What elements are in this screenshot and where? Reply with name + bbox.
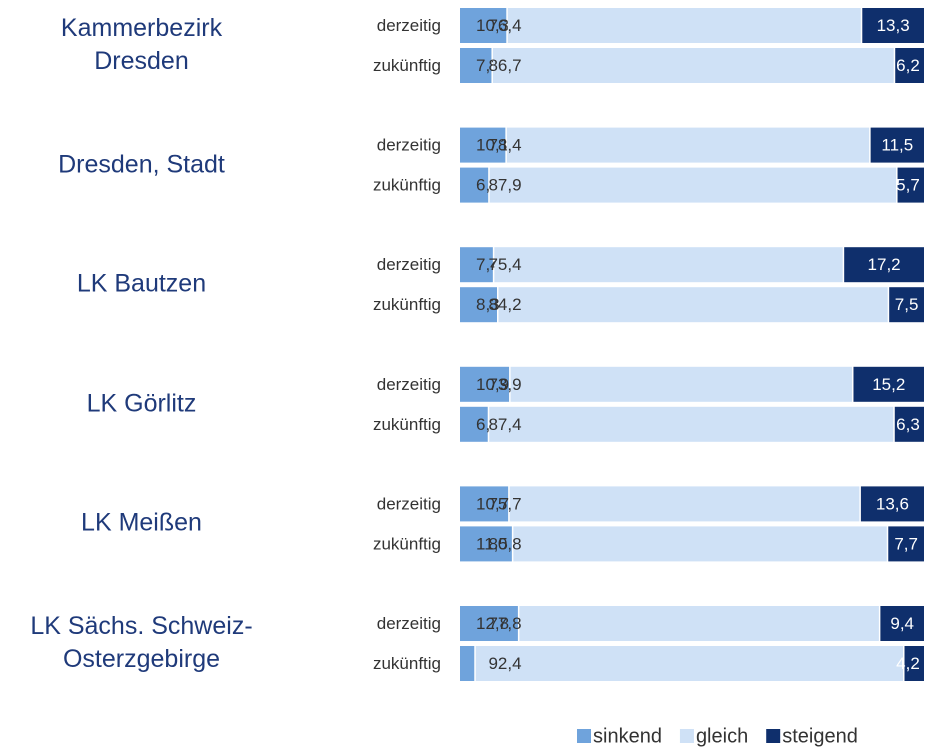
value-label: 13,3 [877, 16, 910, 35]
bar-segment [460, 406, 488, 442]
bar-segment [897, 167, 924, 203]
bar-segment [460, 486, 509, 522]
value-label: 7,4 [476, 255, 500, 274]
bar-segment [844, 247, 924, 283]
bar-segment [460, 167, 489, 203]
bar-segment [888, 526, 924, 562]
row-label: derzeitig [377, 16, 441, 35]
value-label: 5,7 [896, 176, 920, 195]
row-label: derzeitig [377, 494, 441, 513]
value-label: 10,9 [476, 375, 509, 394]
bar-segment [489, 167, 897, 203]
row-label: zukünftig [373, 176, 441, 195]
value-label: 73,9 [488, 375, 521, 394]
row-label: derzeitig [377, 255, 441, 274]
row-label: zukünftig [373, 534, 441, 553]
bar-segment [494, 247, 843, 283]
group-label: Kammerbezirk Dresden [60, 14, 223, 75]
legend-label: gleich [696, 725, 748, 747]
bar-segment [889, 287, 924, 323]
bar-segment [507, 8, 861, 43]
bar-segment [895, 48, 924, 83]
row-label: zukünftig [373, 56, 441, 75]
bar-segment [513, 526, 887, 562]
bar-segment [853, 366, 924, 402]
value-label: 9,4 [890, 614, 914, 633]
bar-segment [460, 646, 475, 681]
bar-segment [460, 247, 493, 283]
value-label: 7,7 [894, 534, 918, 553]
group-label: Dresden, Stadt [58, 150, 225, 179]
row-label: derzeitig [377, 375, 441, 394]
value-label: 75,4 [488, 255, 521, 274]
bar-segment [460, 526, 512, 562]
bar-segment [894, 406, 924, 442]
legend-swatch [577, 729, 591, 743]
group-label: LK Meißen [81, 508, 202, 537]
row-label: zukünftig [373, 654, 441, 673]
legend-swatch [766, 729, 781, 743]
value-label: 92,4 [488, 654, 521, 673]
bar-segment [460, 606, 518, 641]
bar-segment [475, 646, 904, 681]
bar-segment [870, 127, 924, 163]
value-label: 4,2 [896, 654, 920, 673]
bar-segment [460, 366, 510, 402]
bar-segment [862, 8, 924, 43]
bar-segment [460, 8, 507, 43]
legend-label: sinkend [593, 725, 662, 747]
value-label: 78,4 [488, 136, 521, 155]
value-label: 6,3 [896, 415, 920, 434]
bar-segment [860, 486, 924, 522]
value-label: 10,3 [476, 16, 509, 35]
bar-segment [460, 287, 498, 323]
bar-segment [489, 406, 894, 442]
value-label: 77,8 [488, 614, 521, 633]
legend-swatch [679, 729, 694, 743]
value-label: 76,4 [488, 16, 521, 35]
value-label: 75,7 [488, 494, 521, 513]
bar-segment [492, 48, 894, 83]
row-label: derzeitig [377, 614, 441, 633]
bar-segment [509, 486, 860, 522]
value-label: 12,8 [476, 614, 509, 633]
value-label: 13,6 [876, 494, 909, 513]
bar-segment [460, 48, 492, 83]
value-label: 87,4 [488, 415, 521, 434]
group-label: LK Görlitz [86, 389, 197, 418]
value-label: 87,9 [488, 176, 521, 195]
row-label: derzeitig [377, 136, 441, 155]
bar-segment [880, 606, 924, 641]
value-label: 10,1 [476, 136, 509, 155]
bar-segment [510, 366, 852, 402]
value-label: 8,3 [476, 295, 500, 314]
value-label: 11,5 [476, 534, 508, 553]
value-label: 80,8 [488, 534, 521, 553]
value-label: 11,5 [881, 136, 913, 155]
legend-label: steigend [782, 725, 858, 747]
group-label: LK Bautzen [76, 269, 207, 298]
bar-segment [506, 127, 870, 163]
value-label: 10,7 [476, 494, 509, 513]
bar-segment [498, 287, 888, 323]
value-label: 7,5 [895, 295, 919, 314]
value-label: 86,7 [488, 56, 521, 75]
bar-segment [904, 646, 924, 681]
value-label: 17,2 [868, 255, 901, 274]
row-label: zukünftig [373, 415, 441, 434]
group-label: LK Sächs. Schweiz-Osterzgebirge [30, 612, 253, 673]
bar-segment [460, 127, 506, 163]
bar-segment [519, 606, 879, 641]
value-label: 84,2 [488, 295, 521, 314]
row-label: zukünftig [373, 295, 441, 314]
value-label: 15,2 [872, 375, 905, 394]
value-label: 6,2 [896, 56, 920, 75]
